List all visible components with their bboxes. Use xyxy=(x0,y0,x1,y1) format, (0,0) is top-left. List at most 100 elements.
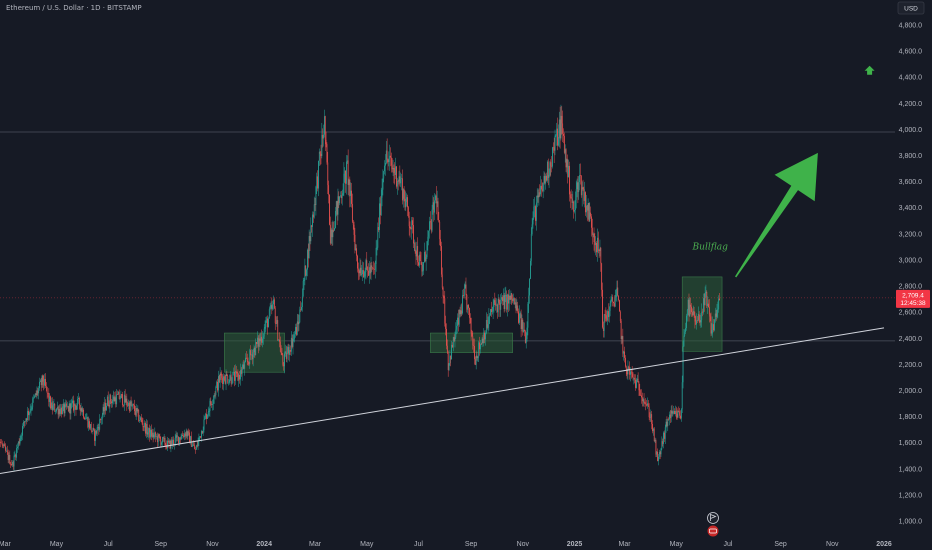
candle-body xyxy=(50,402,52,409)
candle-body xyxy=(591,216,592,228)
candle-body xyxy=(218,376,219,391)
candle-body xyxy=(291,337,293,347)
candle-body xyxy=(126,398,128,406)
candle-body xyxy=(104,402,106,412)
candle-body xyxy=(49,396,51,402)
candle-body xyxy=(86,417,88,419)
bullflag-label[interactable]: Bullflag xyxy=(692,243,729,253)
candle-body xyxy=(480,344,481,350)
candle-body xyxy=(493,300,495,307)
candle-body xyxy=(676,414,678,418)
candle-body xyxy=(308,236,310,259)
candle-body xyxy=(331,229,333,238)
candle-body xyxy=(4,444,6,447)
candle-body xyxy=(77,398,79,406)
time-axis-tick: May xyxy=(670,541,684,548)
candle-body xyxy=(364,271,366,277)
support-trendline[interactable] xyxy=(0,327,885,477)
candle-body xyxy=(451,344,452,360)
candle-body xyxy=(328,185,330,195)
candle-body xyxy=(411,220,413,230)
candle-body xyxy=(633,377,635,379)
candle-body xyxy=(679,411,681,416)
candle-body xyxy=(689,304,691,317)
candle-body xyxy=(583,189,585,201)
time-axis-tick: 2026 xyxy=(876,541,892,548)
candle-body xyxy=(426,241,428,258)
candle-body xyxy=(197,441,199,447)
up-arrow-icon[interactable] xyxy=(864,65,875,75)
candle-body xyxy=(624,351,625,358)
candle-body xyxy=(91,430,93,432)
candle-body xyxy=(208,411,210,413)
price-axis-tick: 2,000.0 xyxy=(899,388,922,395)
candle-body xyxy=(686,309,688,316)
candle-body xyxy=(257,337,258,344)
candle-body xyxy=(594,241,596,246)
candle-body xyxy=(280,351,282,354)
candle-body xyxy=(537,195,539,198)
candle-body xyxy=(399,176,401,184)
candle-body xyxy=(151,429,152,437)
candle-body xyxy=(524,329,525,332)
candle-body xyxy=(185,431,187,437)
candle-body xyxy=(462,295,463,314)
candle-body xyxy=(464,284,466,289)
candle-body xyxy=(675,410,677,415)
candle-body xyxy=(674,410,675,415)
bar-countdown: 12:45:38 xyxy=(900,300,926,307)
consolidation-zone[interactable] xyxy=(224,332,285,373)
candle-body xyxy=(664,427,666,439)
candle-body xyxy=(500,299,502,310)
candle-body xyxy=(565,149,567,168)
candle-body xyxy=(229,375,231,380)
currency-button[interactable] xyxy=(897,1,925,15)
candle-body xyxy=(263,328,265,337)
candle-body xyxy=(348,179,350,185)
candle-body xyxy=(228,382,229,384)
candle-body xyxy=(455,329,457,338)
candle-body xyxy=(710,316,712,334)
candle-body xyxy=(501,297,503,300)
candle-body xyxy=(586,205,588,211)
candle-body xyxy=(136,408,138,412)
candle-body xyxy=(600,247,602,264)
candle-body xyxy=(512,298,514,302)
candle-body xyxy=(401,178,402,179)
price-axis-tick: 4,000.0 xyxy=(899,127,922,134)
candle-body xyxy=(273,299,275,309)
candle-body xyxy=(417,246,419,263)
candle-body xyxy=(443,296,445,299)
candle-body xyxy=(380,197,382,216)
earnings-badge-icon[interactable] xyxy=(707,525,719,537)
candle-body xyxy=(469,317,471,319)
candle-body xyxy=(27,411,29,420)
candle-body xyxy=(357,255,358,269)
candle-body xyxy=(672,412,674,414)
consolidation-zone[interactable] xyxy=(430,332,513,353)
candle-body xyxy=(450,355,452,360)
candle-body xyxy=(12,462,14,467)
candle-body xyxy=(536,195,538,203)
candle-body xyxy=(606,318,608,321)
candle-body xyxy=(398,176,400,182)
candle-body xyxy=(35,393,37,396)
candle-body xyxy=(580,175,582,196)
candle-body xyxy=(273,299,274,305)
candle-body xyxy=(673,410,675,413)
candle-body xyxy=(232,372,234,384)
candle-body xyxy=(582,187,584,190)
price-axis-tick: 3,200.0 xyxy=(899,231,922,238)
candle-body xyxy=(638,382,640,391)
time-axis-tick: Sep xyxy=(774,541,787,548)
candle-body xyxy=(148,428,150,433)
bullish-arrow-icon[interactable] xyxy=(735,152,818,278)
candle-body xyxy=(356,248,358,256)
flag-icon[interactable] xyxy=(707,512,719,524)
candle-body xyxy=(196,445,198,447)
candle-body xyxy=(272,304,274,310)
candle-body xyxy=(195,445,197,450)
candle-body xyxy=(82,409,84,412)
